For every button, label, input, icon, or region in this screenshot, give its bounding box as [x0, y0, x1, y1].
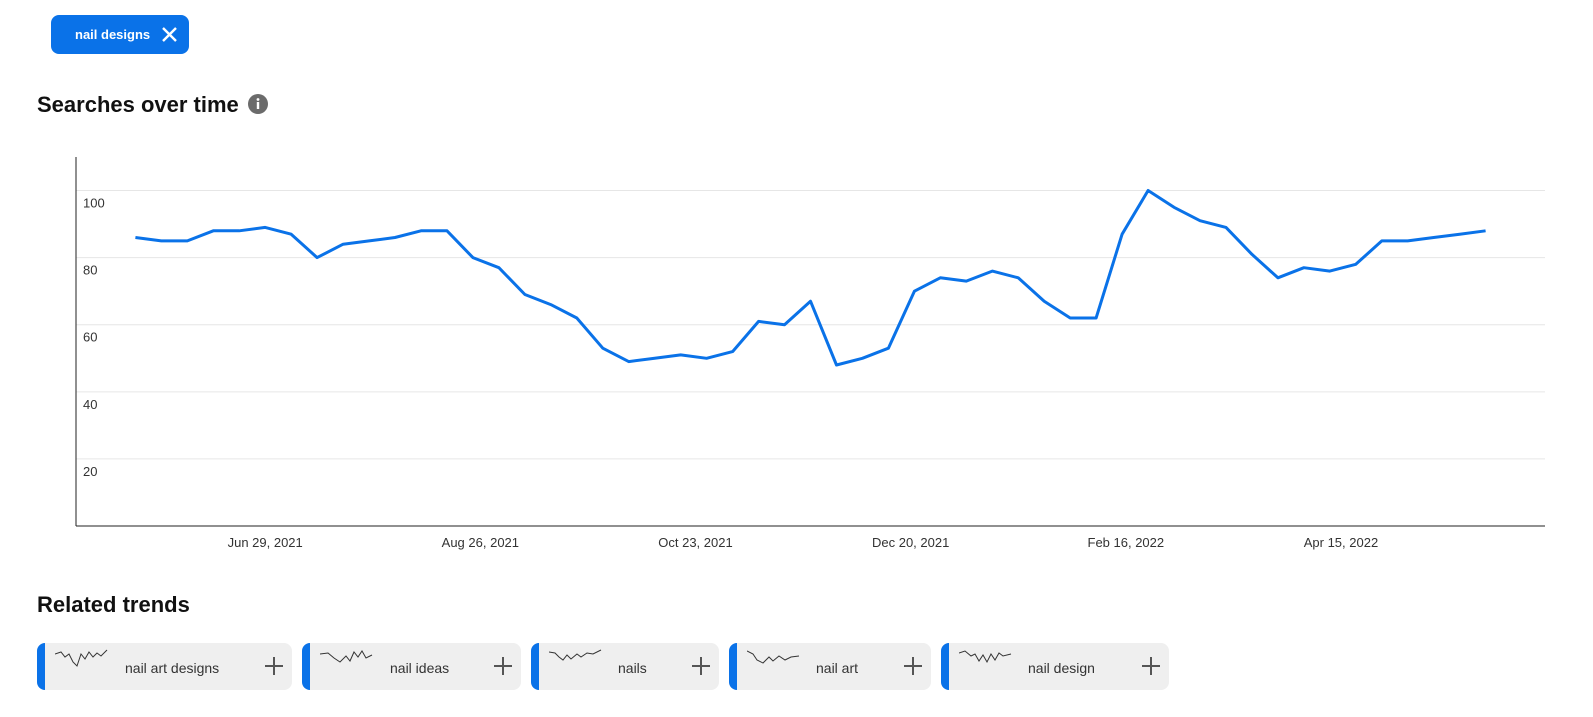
- related-trend-chip[interactable]: nails: [531, 643, 719, 690]
- chip-accent: [531, 643, 539, 690]
- chart-title: Searches over time: [37, 92, 239, 117]
- chip-accent: [302, 643, 310, 690]
- y-tick-label: 20: [83, 464, 97, 479]
- x-tick-label: Dec 20, 2021: [872, 535, 949, 550]
- add-icon[interactable]: [264, 656, 284, 676]
- related-trend-chip[interactable]: nail ideas: [302, 643, 521, 690]
- close-icon[interactable]: [162, 27, 177, 42]
- related-trend-label: nail ideas: [390, 660, 450, 676]
- y-tick-label: 80: [83, 263, 97, 278]
- sparkline-icon: [959, 650, 1012, 664]
- chip-accent: [37, 643, 45, 690]
- sparkline-icon: [549, 649, 602, 661]
- x-tick-label: Feb 16, 2022: [1088, 535, 1165, 550]
- add-icon[interactable]: [1141, 656, 1161, 676]
- info-icon[interactable]: [248, 94, 268, 114]
- sparkline-icon: [55, 649, 108, 667]
- add-icon[interactable]: [691, 656, 711, 676]
- x-tick-label: Jun 29, 2021: [228, 535, 303, 550]
- sparkline-icon: [747, 650, 800, 664]
- x-tick-label: Oct 23, 2021: [658, 535, 732, 550]
- chip-accent: [729, 643, 737, 690]
- related-trends-title: Related trends: [37, 592, 190, 617]
- filter-chip[interactable]: nail designs: [51, 15, 189, 54]
- chart: 20 40 60 80 100 Jun 29, 2021 Aug 26, 2021 Oct 2…: [75, 157, 1545, 550]
- x-tick-label: Aug 26, 2021: [442, 535, 519, 550]
- related-trend-chip[interactable]: nail art: [729, 643, 931, 690]
- add-icon[interactable]: [903, 656, 923, 676]
- filter-chip-label: nail designs: [75, 27, 151, 42]
- sparkline-icon: [320, 650, 373, 663]
- x-tick-label: Apr 15, 2022: [1304, 535, 1378, 550]
- related-trend-chip[interactable]: nail art designs: [37, 643, 292, 690]
- trend-line: [135, 189, 1486, 367]
- add-icon[interactable]: [493, 656, 513, 676]
- y-tick-label: 60: [83, 330, 97, 345]
- related-trend-chip[interactable]: nail design: [941, 643, 1169, 690]
- related-trend-label: nails: [618, 660, 647, 676]
- chip-accent: [941, 643, 949, 690]
- y-tick-label: 40: [83, 397, 97, 412]
- related-trend-label: nail art: [816, 660, 859, 676]
- y-tick-label: 100: [83, 196, 105, 211]
- related-trend-label: nail design: [1028, 660, 1095, 676]
- related-trend-label: nail art designs: [125, 660, 220, 676]
